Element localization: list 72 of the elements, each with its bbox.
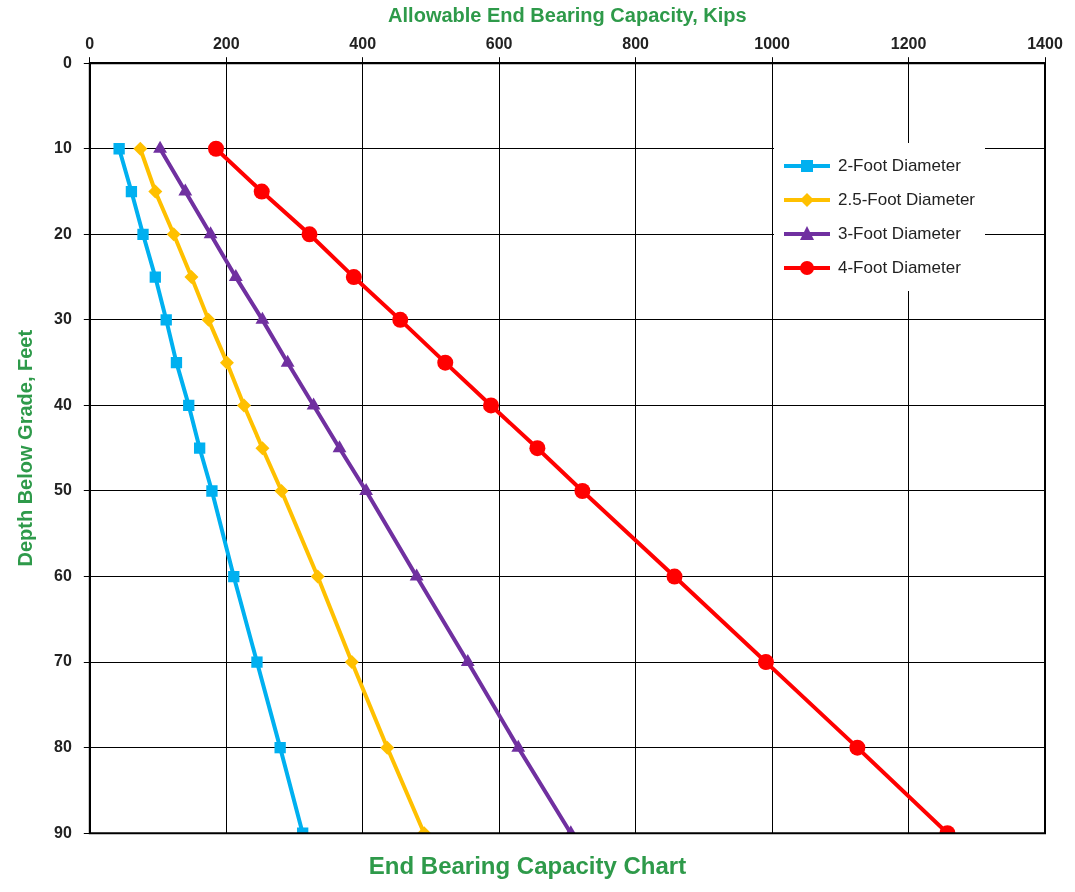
point <box>274 483 289 498</box>
point <box>392 311 409 328</box>
x-tick-label: 1200 <box>890 35 927 53</box>
point <box>219 355 234 370</box>
x-tick-label: 200 <box>212 35 240 53</box>
point <box>193 442 206 454</box>
point <box>170 356 183 369</box>
point <box>137 228 149 240</box>
y-tick-label: 60 <box>54 566 72 584</box>
point <box>280 354 295 367</box>
point <box>460 654 475 667</box>
point <box>203 226 218 239</box>
point <box>409 568 424 581</box>
point <box>133 141 148 156</box>
point <box>201 312 216 327</box>
y-tick-label: 10 <box>54 139 72 157</box>
point <box>332 440 347 453</box>
y-axis-title: Depth Below Grade, Feet <box>13 329 36 567</box>
point <box>253 183 270 200</box>
x-axis-title: Allowable End Bearing Capacity, Kips <box>388 3 747 26</box>
x-tick-label: 400 <box>349 35 377 53</box>
point <box>306 397 321 410</box>
legend-label: 3-Foot Diameter <box>838 224 961 245</box>
point <box>345 269 362 286</box>
point <box>178 183 193 196</box>
x-tick-label: 0 <box>85 35 95 53</box>
point <box>183 399 195 412</box>
point <box>206 485 218 497</box>
y-tick-label: 40 <box>54 395 72 413</box>
point <box>574 482 591 499</box>
y-tick-label: 20 <box>54 224 72 242</box>
point <box>437 354 454 371</box>
point <box>125 185 138 198</box>
y-tick-label: 50 <box>54 481 72 499</box>
x-tick-label: 1400 <box>1027 35 1063 53</box>
legend-label: 2.5-Foot Diameter <box>838 190 975 211</box>
point <box>482 397 499 414</box>
point <box>251 656 263 668</box>
point <box>166 227 181 242</box>
point <box>148 184 163 199</box>
point <box>666 568 683 585</box>
text: End Bearing Capacity Chart <box>368 852 687 880</box>
point <box>529 440 546 457</box>
x-tick-label: 800 <box>622 35 650 53</box>
y-tick-label: 80 <box>54 738 72 756</box>
point <box>380 740 395 755</box>
point <box>310 569 325 584</box>
point <box>301 226 318 243</box>
point <box>153 140 167 153</box>
y-tick-label: 90 <box>54 823 72 841</box>
point <box>228 269 243 282</box>
point <box>344 655 359 670</box>
point <box>849 739 866 756</box>
point <box>184 270 199 285</box>
x-tick-label: 1000 <box>754 35 790 53</box>
point <box>757 654 774 671</box>
point <box>236 398 251 413</box>
y-tick-label: 70 <box>54 652 72 670</box>
y-tick-label: 30 <box>54 310 72 328</box>
point <box>255 441 270 456</box>
point <box>160 314 172 326</box>
point <box>274 741 286 754</box>
point <box>228 570 240 583</box>
legend-label: 2-Foot Diameter <box>838 156 961 177</box>
point <box>255 311 270 324</box>
x-tick-label: 600 <box>485 35 513 53</box>
point <box>113 143 125 155</box>
legend-label: 4-Foot Diameter <box>838 258 961 279</box>
point <box>149 271 161 283</box>
point <box>208 140 225 157</box>
y-tick-label: 0 <box>62 53 72 71</box>
point <box>511 739 526 752</box>
